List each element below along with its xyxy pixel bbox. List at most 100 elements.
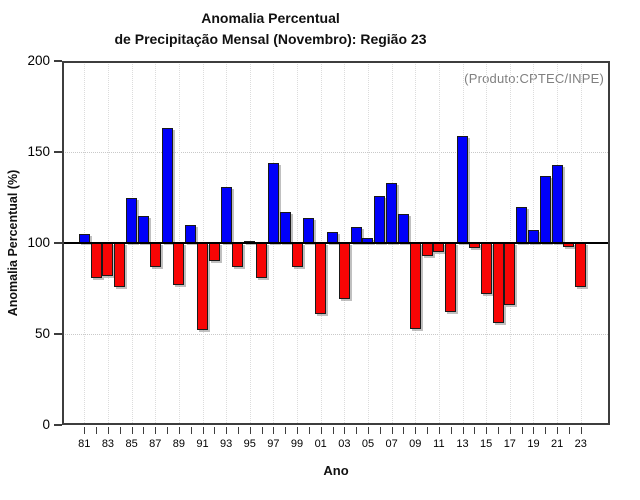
bar-2001 bbox=[315, 243, 327, 314]
chart-title-line2: de Precipitação Mensal (Novembro): Regiã… bbox=[114, 31, 427, 47]
chart-title-line1: Anomalia Percentual bbox=[201, 10, 340, 26]
x-tick bbox=[450, 427, 452, 434]
x-tick bbox=[297, 427, 299, 434]
x-tick bbox=[533, 427, 535, 434]
x-tick-label: 19 bbox=[527, 438, 540, 450]
bar-1987 bbox=[149, 243, 161, 267]
x-tick-label: 89 bbox=[172, 438, 185, 450]
x-tick-label: 87 bbox=[149, 438, 162, 450]
bar-2007 bbox=[386, 182, 398, 243]
x-tick bbox=[167, 427, 169, 434]
x-tick bbox=[438, 427, 440, 434]
x-tick bbox=[391, 427, 393, 434]
x-tick bbox=[202, 427, 204, 434]
x-tick bbox=[214, 427, 216, 434]
bar-1988 bbox=[161, 128, 173, 243]
bar-2010 bbox=[421, 243, 433, 256]
x-tick-label: 01 bbox=[314, 438, 327, 450]
y-tick bbox=[54, 242, 62, 244]
x-tick-label: 05 bbox=[361, 438, 375, 450]
x-tick-label: 13 bbox=[456, 438, 469, 450]
y-tick-label: 50 bbox=[34, 326, 50, 341]
x-tick bbox=[190, 427, 192, 434]
x-tick bbox=[119, 427, 121, 434]
bar-1991 bbox=[197, 243, 208, 331]
x-tick bbox=[580, 427, 582, 434]
x-tick bbox=[486, 427, 488, 434]
bar-2000 bbox=[303, 217, 315, 243]
x-tick bbox=[509, 427, 511, 434]
bar-1999 bbox=[291, 243, 303, 267]
x-tick bbox=[403, 427, 405, 434]
x-tick bbox=[415, 427, 417, 434]
bar-2008 bbox=[397, 213, 409, 243]
x-tick-label: 97 bbox=[267, 438, 280, 450]
chart-title: Anomalia Percentual de Precipitação Mens… bbox=[0, 8, 541, 50]
x-tick-label: 07 bbox=[385, 438, 398, 450]
bar-1994 bbox=[232, 243, 244, 267]
y-tick-label: 200 bbox=[27, 53, 50, 68]
x-tick bbox=[545, 427, 547, 434]
bar-2018 bbox=[516, 206, 528, 243]
bar-1997 bbox=[267, 162, 279, 243]
x-tick bbox=[568, 427, 570, 434]
x-tick-label: 15 bbox=[480, 438, 493, 450]
bar-1996 bbox=[256, 243, 268, 278]
bar-2012 bbox=[445, 243, 457, 313]
x-tick bbox=[178, 427, 180, 434]
y-tick-label: 100 bbox=[27, 235, 50, 250]
x-tick-label: 91 bbox=[196, 438, 209, 450]
x-tick bbox=[557, 427, 559, 434]
y-tick-label: 150 bbox=[27, 144, 50, 159]
bar-1985 bbox=[126, 197, 138, 243]
x-tick-label: 81 bbox=[78, 438, 91, 450]
y-tick bbox=[54, 151, 62, 153]
bar-1989 bbox=[173, 243, 185, 285]
plot-area bbox=[62, 61, 610, 425]
x-axis-label: Ano bbox=[323, 463, 349, 478]
bar-2015 bbox=[480, 243, 492, 294]
bar-2013 bbox=[457, 135, 469, 243]
x-tick bbox=[332, 427, 334, 434]
x-tick bbox=[427, 427, 429, 434]
x-tick bbox=[521, 427, 523, 434]
bar-1990 bbox=[185, 224, 197, 243]
x-tick-label: 03 bbox=[338, 438, 351, 450]
x-tick bbox=[308, 427, 310, 434]
bar-2020 bbox=[539, 175, 551, 243]
bar-2006 bbox=[374, 195, 386, 243]
bar-1984 bbox=[114, 243, 126, 287]
y-tick bbox=[54, 333, 62, 335]
x-tick bbox=[155, 427, 157, 434]
bar-1986 bbox=[137, 215, 149, 243]
bar-2009 bbox=[409, 243, 421, 329]
bar-2021 bbox=[551, 164, 563, 243]
x-tick-label: 23 bbox=[574, 438, 587, 450]
x-tick-label: 85 bbox=[125, 438, 138, 450]
x-tick bbox=[367, 427, 369, 434]
x-tick bbox=[226, 427, 228, 434]
bar-2004 bbox=[350, 226, 362, 243]
x-tick bbox=[344, 427, 346, 434]
x-tick bbox=[320, 427, 322, 434]
bar-2017 bbox=[504, 243, 516, 305]
bar-2023 bbox=[575, 243, 587, 287]
bar-1992 bbox=[208, 243, 220, 262]
x-tick bbox=[474, 427, 476, 434]
bar-1983 bbox=[102, 243, 114, 276]
bar-1993 bbox=[220, 186, 232, 243]
x-tick-label: 83 bbox=[101, 438, 115, 450]
h-gridline bbox=[62, 152, 610, 153]
x-tick bbox=[285, 427, 287, 434]
y-tick-label: 0 bbox=[42, 417, 50, 432]
x-tick bbox=[131, 427, 133, 434]
x-tick bbox=[273, 427, 275, 434]
x-tick-label: 11 bbox=[433, 438, 445, 450]
x-tick bbox=[356, 427, 358, 434]
x-tick-label: 99 bbox=[290, 438, 304, 450]
x-tick bbox=[107, 427, 109, 434]
bar-2003 bbox=[338, 243, 350, 300]
x-tick-label: 93 bbox=[220, 438, 233, 450]
h-gridline bbox=[62, 334, 610, 335]
x-tick-label: 95 bbox=[243, 438, 256, 450]
